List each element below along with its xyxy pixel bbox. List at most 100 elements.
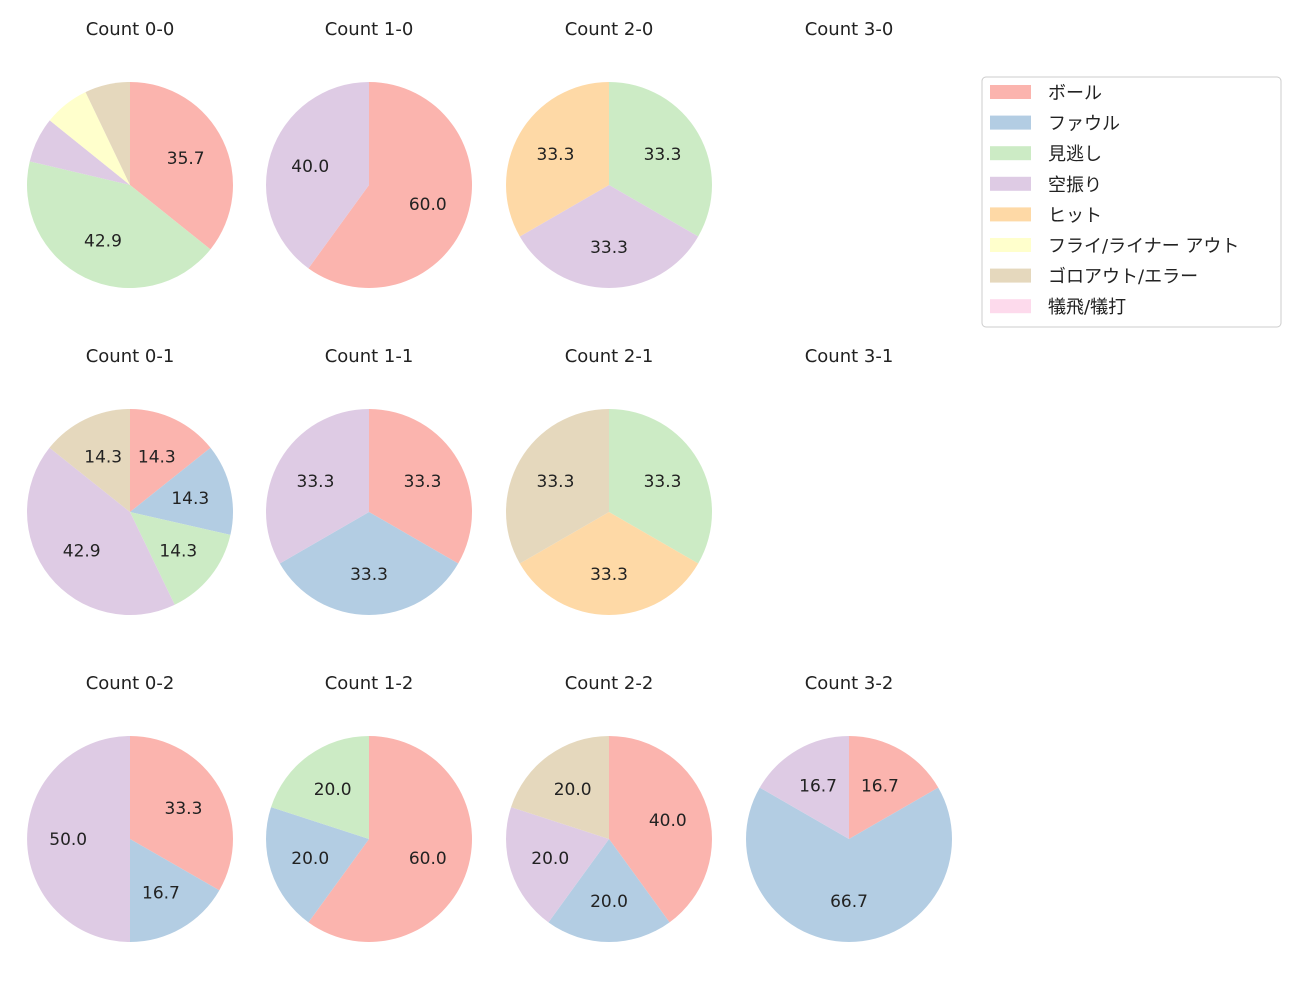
pie-slice: [29, 120, 131, 185]
slice-label: 40.0: [649, 811, 687, 831]
pie-slice: [130, 447, 234, 535]
pie-slice: [506, 807, 609, 923]
pie-slice: [759, 736, 849, 839]
slice-label: 14.3: [171, 489, 209, 509]
legend-swatch: [990, 85, 1031, 99]
pie-slice: [49, 409, 130, 512]
pie-slice: [130, 512, 231, 605]
slice-label: 20.0: [291, 849, 329, 869]
slice-label: 33.3: [350, 565, 388, 585]
pie-title: Count 1-1: [325, 346, 414, 367]
pie-chart: Count 2-1 33.3 33.3 33.3: [506, 346, 712, 615]
slice-label: 42.9: [63, 542, 101, 562]
pie-slice: [506, 82, 609, 237]
slice-label: 33.3: [644, 472, 682, 492]
pie-chart: Count 1-1 33.3 33.3 33.3: [266, 346, 472, 615]
pie-title: Count 1-0: [325, 19, 414, 40]
pie-slice: [26, 161, 211, 288]
pie-slice: [849, 736, 939, 839]
slice-label: 40.0: [291, 157, 329, 177]
pie-slice: [506, 409, 609, 564]
legend-swatch: [990, 268, 1031, 283]
legend-label: ヒット: [1048, 205, 1102, 226]
pie-slice: [609, 82, 712, 237]
slice-label: 66.7: [830, 892, 868, 912]
slice-label: 20.0: [314, 780, 352, 800]
pie-title: Count 3-1: [805, 346, 894, 367]
legend-swatch: [990, 299, 1031, 314]
pie-slice: [369, 409, 472, 564]
slice-label: 20.0: [531, 849, 569, 869]
pie-chart: Count 2-0 33.3 33.3 33.3: [506, 19, 712, 288]
pie-slice: [609, 736, 713, 923]
pie-slice: [511, 736, 609, 839]
pie-chart: Count 0-2 33.3 16.7 50.0: [27, 673, 233, 942]
pie-chart: Count 3-2 16.7 66.7 16.7: [746, 673, 953, 942]
slice-label: 14.3: [159, 542, 197, 562]
pie-slice: [27, 736, 130, 942]
legend-label: ボール: [1048, 83, 1102, 104]
pie-slice: [85, 82, 130, 185]
slice-label: 14.3: [84, 447, 122, 467]
legend-swatch: [990, 207, 1031, 222]
pie-chart: Count 1-0 60.0 40.0: [266, 19, 473, 288]
pie-chart: Count 0-1 14.3 14.3 14.3 42.9 14.3: [26, 346, 234, 616]
pie-title: Count 1-2: [325, 673, 414, 694]
slice-label: 60.0: [409, 195, 447, 215]
pie-slice: [130, 839, 220, 942]
pie-chart: Count 3-0: [805, 19, 894, 40]
pie-slice: [266, 807, 369, 923]
slice-label: 20.0: [554, 780, 592, 800]
slice-label: 50.0: [49, 830, 87, 850]
legend-entry: ボール: [990, 83, 1102, 104]
pie-title: Count 0-1: [86, 346, 175, 367]
pie-slice: [26, 447, 175, 616]
pie-slice: [308, 736, 473, 942]
legend-swatch: [990, 238, 1031, 252]
pie-slice: [130, 736, 233, 891]
pie-slice: [746, 787, 953, 942]
slice-label: 33.3: [590, 565, 628, 585]
legend-entry: ヒット: [990, 205, 1102, 226]
legend-label: 犠飛/犠打: [1048, 297, 1126, 318]
pie-title: Count 2-1: [565, 346, 654, 367]
pie-slice: [519, 185, 699, 288]
legend-label: フライ/ライナー アウト: [1048, 236, 1239, 257]
pie-slice: [130, 409, 211, 512]
slice-label: 16.7: [142, 883, 180, 903]
pie-slice: [130, 82, 233, 250]
slice-label: 20.0: [590, 892, 628, 912]
legend-entry: ゴロアウト/エラー: [990, 267, 1198, 288]
legend-entry: 見逃し: [990, 144, 1102, 165]
pie-slice: [308, 82, 473, 288]
pie-title: Count 2-0: [565, 19, 654, 40]
pie-chart: Count 3-1: [805, 346, 894, 367]
slice-label: 33.3: [590, 238, 628, 258]
legend-entry: ファウル: [990, 114, 1120, 135]
slice-label: 60.0: [409, 849, 447, 869]
legend-label: ゴロアウト/エラー: [1048, 267, 1198, 288]
legend-swatch: [990, 176, 1031, 191]
slice-label: 33.3: [297, 472, 335, 492]
legend-label: 見逃し: [1048, 144, 1102, 165]
legend-swatch: [990, 146, 1031, 161]
slice-label: 33.3: [165, 799, 203, 819]
slice-label: 33.3: [404, 472, 442, 492]
legend-entry: 空振り: [990, 175, 1102, 196]
pie-slice: [548, 839, 670, 942]
pie-chart: Count 2-2 40.0 20.0 20.0 20.0: [506, 673, 713, 942]
pie-slice: [271, 736, 369, 839]
pie-title: Count 3-2: [805, 673, 894, 694]
legend-entry: 犠飛/犠打: [990, 297, 1126, 318]
slice-label: 33.3: [644, 145, 682, 165]
pie-title: Count 0-0: [86, 19, 175, 40]
pie-title: Count 0-2: [86, 673, 175, 694]
slice-label: 33.3: [537, 145, 575, 165]
pie-slice: [609, 409, 712, 564]
pie-title: Count 3-0: [805, 19, 894, 40]
slice-label: 16.7: [861, 776, 899, 796]
legend-label: ファウル: [1048, 114, 1120, 135]
